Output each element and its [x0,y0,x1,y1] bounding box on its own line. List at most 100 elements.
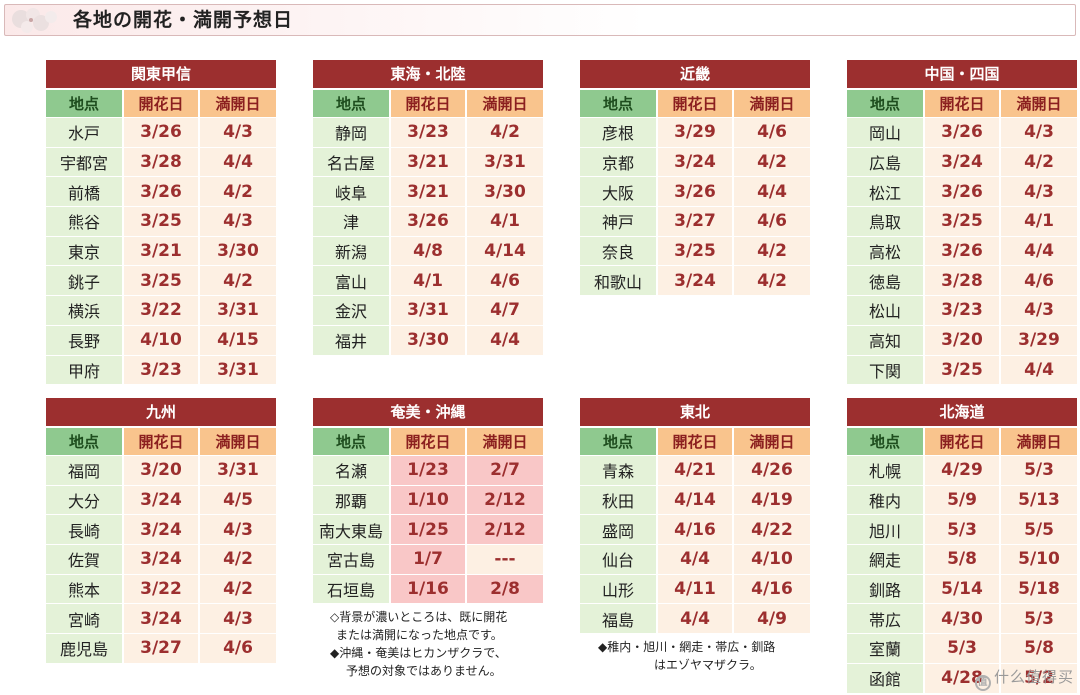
bloom-date-cell: 1/25 [391,514,467,545]
full-bloom-date-cell: 4/2 [200,265,276,296]
bloom-date-cell: 3/26 [124,117,200,147]
tohoku-note: ◆稚内・旭川・網走・帯広・釧路はエゾヤマザクラ。 [598,638,818,674]
table-row: 松山 3/23 4/3 [847,295,1077,325]
bloom-date-cell: 3/24 [925,146,1001,177]
full-bloom-date-cell: 5/10 [1001,544,1077,574]
page-title: 各地の開花・満開予想日 [73,9,294,31]
place-cell: 鹿児島 [46,633,124,663]
full-bloom-date-cell: 3/31 [200,455,276,485]
full-bloom-date-cell: 4/3 [1001,295,1077,325]
column-header-full: 満開日 [1001,88,1077,117]
table-row: 宇都宮 3/28 4/4 [46,146,276,177]
full-bloom-date-cell: 2/7 [467,455,543,485]
place-cell: 岐阜 [313,176,391,207]
watermark-logo-icon: 值 [974,675,991,691]
table-header-row: 地点 開花日 満開日 [46,88,276,117]
table-header-row: 地点 開花日 満開日 [847,88,1077,117]
table-row: 稚内 5/9 5/13 [847,484,1077,515]
bloom-date-cell: 3/27 [124,633,200,663]
place-cell: 札幌 [847,455,925,485]
note-line: または満開になった地点です。 [336,628,503,642]
bloom-date-cell: 4/4 [658,603,734,634]
bloom-date-cell: 3/29 [658,117,734,147]
full-bloom-date-cell: 4/4 [1001,235,1077,266]
full-bloom-date-cell: 4/2 [467,117,543,147]
place-cell: 旭川 [847,514,925,545]
region-kyushu: 九州 地点 開花日 満開日 福岡 3/20 3/31 大分 3/24 4/5 長崎 3/24 4/3 佐賀… [46,398,276,663]
place-cell: 奈良 [580,235,658,266]
region-amami-okinawa: 奄美・沖縄 地点 開花日 満開日 名瀬 1/23 2/7 那覇 1/10 2/12 南大東島 1/25… [313,398,543,604]
table-row: 札幌 4/29 5/3 [847,455,1077,485]
column-header-bloom: 開花日 [124,426,200,455]
full-bloom-date-cell: 3/31 [467,146,543,177]
place-cell: 盛岡 [580,514,658,545]
place-cell: 青森 [580,455,658,485]
place-cell: 前橋 [46,176,124,207]
full-bloom-date-cell: 4/2 [200,176,276,207]
full-bloom-date-cell: 3/31 [200,354,276,385]
table-row: 横浜 3/22 3/31 [46,295,276,325]
bloom-date-cell: 4/30 [925,603,1001,634]
bloom-date-cell: 3/21 [391,176,467,207]
place-cell: 神戸 [580,206,658,236]
region-table: 地点 開花日 満開日 福岡 3/20 3/31 大分 3/24 4/5 長崎 3/24 4/3 佐賀 3/… [46,426,276,663]
full-bloom-date-cell: 2/12 [467,514,543,545]
column-header-place: 地点 [313,426,391,455]
table-row: 水戸 3/26 4/3 [46,117,276,147]
table-row: 新潟 4/8 4/14 [313,235,543,266]
table-row: 熊本 3/22 4/2 [46,573,276,604]
place-cell: 金沢 [313,295,391,325]
bloom-date-cell: 1/7 [391,544,467,574]
full-bloom-date-cell: 4/2 [200,544,276,574]
table-row: 釧路 5/14 5/18 [847,573,1077,604]
region-kinki: 近畿 地点 開花日 満開日 彦根 3/29 4/6 京都 3/24 4/2 大阪 3/26 4/4 神戸 3… [580,60,810,296]
table-row: 高松 3/26 4/4 [847,235,1077,266]
full-bloom-date-cell: 4/3 [200,117,276,147]
table-row: 帯広 4/30 5/3 [847,603,1077,634]
place-cell: 那覇 [313,484,391,515]
bloom-date-cell: 3/31 [391,295,467,325]
bloom-date-cell: 3/20 [925,324,1001,355]
bloom-date-cell: 3/30 [391,324,467,355]
full-bloom-date-cell: 4/4 [1001,354,1077,385]
region-table: 地点 開花日 満開日 静岡 3/23 4/2 名古屋 3/21 3/31 岐阜 3/21 3/30 津 3… [313,88,543,355]
place-cell: 網走 [847,544,925,574]
table-row: 彦根 3/29 4/6 [580,117,810,147]
bloom-date-cell: 3/24 [124,484,200,515]
full-bloom-date-cell: 5/5 [1001,514,1077,545]
place-cell: 福岡 [46,455,124,485]
bloom-date-cell: 3/25 [925,354,1001,385]
bloom-date-cell: 3/26 [658,176,734,207]
bloom-date-cell: 5/8 [925,544,1001,574]
table-row: 高知 3/20 3/29 [847,324,1077,355]
full-bloom-date-cell: 4/16 [734,573,810,604]
place-cell: 室蘭 [847,633,925,663]
region-kanto-koshin: 関東甲信 地点 開花日 満開日 水戸 3/26 4/3 宇都宮 3/28 4/4 前橋 3/26 4/2… [46,60,276,385]
table-row: 仙台 4/4 4/10 [580,544,810,574]
column-header-bloom: 開花日 [925,88,1001,117]
full-bloom-date-cell: 4/1 [467,206,543,236]
bloom-date-cell: 3/26 [925,176,1001,207]
bloom-date-cell: 4/14 [658,484,734,515]
full-bloom-date-cell: 4/6 [467,265,543,296]
table-row: 熊谷 3/25 4/3 [46,206,276,236]
column-header-full: 満開日 [200,426,276,455]
table-row: 甲府 3/23 3/31 [46,354,276,385]
bloom-date-cell: 4/8 [391,235,467,266]
bloom-date-cell: 3/22 [124,295,200,325]
bloom-date-cell: 3/26 [124,176,200,207]
bloom-date-cell: 3/24 [124,514,200,545]
region-table: 地点 開花日 満開日 青森 4/21 4/26 秋田 4/14 4/19 盛岡 4/16 4/22 仙台… [580,426,810,634]
full-bloom-date-cell: 4/4 [200,146,276,177]
note-line: ◆稚内・旭川・網走・帯広・釧路 [598,640,776,654]
bloom-date-cell: 4/1 [391,265,467,296]
table-row: 秋田 4/14 4/19 [580,484,810,515]
full-bloom-date-cell: 5/18 [1001,573,1077,604]
column-header-place: 地点 [580,88,658,117]
full-bloom-date-cell: 5/8 [1001,633,1077,663]
watermark-text: 什么值得买 [993,668,1074,686]
bloom-date-cell: 1/10 [391,484,467,515]
note-line: はエゾヤマザクラ。 [654,658,762,672]
place-cell: 佐賀 [46,544,124,574]
table-row: 大阪 3/26 4/4 [580,176,810,207]
